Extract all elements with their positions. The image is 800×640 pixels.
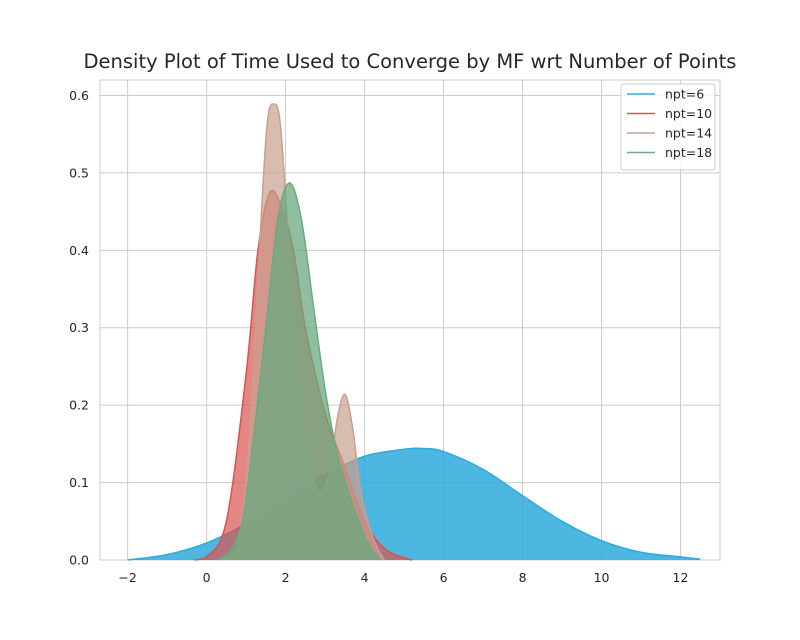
density-areas [127, 103, 701, 561]
legend: npt=6 npt=10 npt=14 npt=18 [620, 83, 716, 171]
x-tick-label: 12 [673, 570, 689, 585]
x-tick-label: 4 [361, 570, 369, 585]
legend-label: npt=18 [665, 145, 712, 160]
legend-box [620, 83, 716, 171]
x-tick-label: 2 [282, 570, 290, 585]
legend-label: npt=10 [665, 106, 712, 121]
y-axis-ticks: 0.0 0.1 0.2 0.3 0.4 0.5 0.6 [69, 88, 89, 568]
x-axis-ticks: −2 0 2 4 6 8 10 12 [118, 570, 688, 585]
grid [100, 80, 720, 561]
y-tick-label: 0.3 [69, 320, 89, 335]
x-tick-label: −2 [118, 570, 136, 585]
y-tick-label: 0.2 [69, 398, 89, 413]
y-tick-label: 0.5 [69, 165, 89, 180]
x-tick-label: 0 [203, 570, 211, 585]
y-tick-label: 0.4 [69, 243, 89, 258]
y-tick-label: 0.0 [69, 553, 89, 568]
legend-label: npt=6 [665, 87, 704, 102]
density-line-npt-18 [217, 182, 381, 561]
y-tick-label: 0.6 [69, 88, 89, 103]
x-tick-label: 8 [519, 570, 527, 585]
x-tick-label: 10 [594, 570, 610, 585]
chart-title: Density Plot of Time Used to Converge by… [83, 50, 737, 73]
x-tick-label: 6 [440, 570, 448, 585]
legend-label: npt=14 [665, 126, 712, 141]
y-tick-label: 0.1 [69, 475, 89, 490]
